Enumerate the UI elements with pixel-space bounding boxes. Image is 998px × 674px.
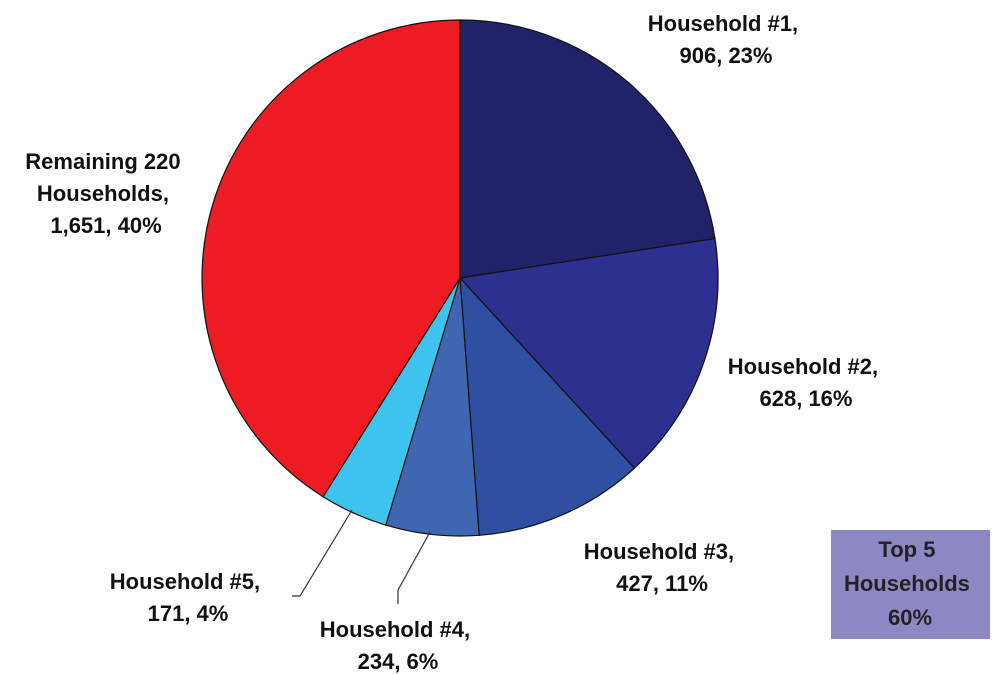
pie-slice-household-1: [459, 19, 716, 279]
pie-slice-household-2: [458, 237, 719, 469]
top5-callout-label: Top 5 Households 60%: [844, 537, 976, 630]
label-remaining-households: Remaining 220 Households, 1,651, 40%: [25, 149, 186, 238]
pie-slice-remaining-220-households: [201, 19, 461, 498]
label-household-2: Household #2, 628, 16%: [728, 354, 884, 411]
top5-callout: Top 5 Households 60%: [831, 530, 990, 639]
leader-line-household-4: [397, 531, 431, 604]
label-household-4: Household #4, 234, 6%: [320, 617, 476, 674]
leader-line-household-5: [292, 509, 353, 597]
label-household-3: Household #3, 427, 11%: [584, 539, 740, 596]
label-household-1: Household #1, 906, 23%: [648, 11, 804, 68]
label-household-5: Household #5, 171, 4%: [110, 569, 266, 626]
top5-callout-box: [831, 530, 990, 639]
pie-slice-household-3: [459, 276, 636, 536]
pie-slices: [201, 19, 719, 537]
